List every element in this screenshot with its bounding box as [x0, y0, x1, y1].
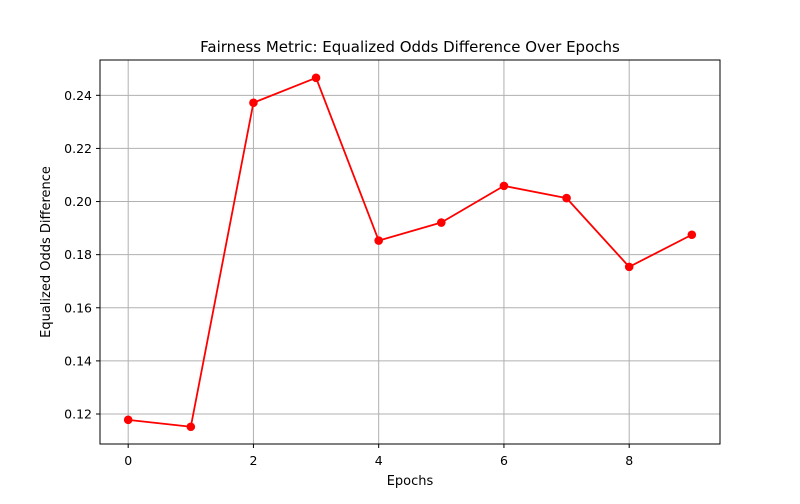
y-axis-label: Equalized Odds Difference [39, 166, 54, 338]
data-point [624, 262, 634, 272]
axis-ticks: 0 2 4 6 8 0.12 0.14 0.16 0.18 0.20 0.22 0.24 [64, 88, 633, 468]
data-point [687, 230, 697, 240]
x-tick-label: 4 [375, 453, 383, 468]
data-point [562, 193, 571, 203]
data-point [311, 73, 321, 83]
plot-frame [99, 59, 721, 445]
x-tick-label: 6 [500, 453, 508, 468]
y-tick-label: 0.20 [64, 194, 92, 209]
x-axis-label: Epochs [387, 474, 434, 489]
series-layer [123, 73, 697, 432]
y-tick-label: 0.14 [64, 353, 92, 368]
data-point [437, 218, 446, 227]
data-point [499, 181, 509, 191]
chart-title: Fairness Metric: Equalized Odds Differen… [200, 38, 620, 56]
y-tick-label: 0.18 [64, 247, 92, 262]
y-tick-label: 0.12 [64, 406, 92, 421]
y-tick-label: 0.16 [64, 300, 92, 315]
data-point [123, 415, 133, 425]
y-tick-label: 0.24 [64, 88, 92, 103]
series-line [128, 76, 693, 428]
data-point [249, 98, 258, 108]
x-tick-label: 0 [124, 453, 132, 468]
data-point [186, 422, 196, 432]
x-tick-label: 8 [625, 453, 633, 468]
data-point [374, 236, 383, 245]
y-tick-label: 0.22 [64, 141, 92, 156]
x-tick-label: 2 [249, 453, 257, 468]
